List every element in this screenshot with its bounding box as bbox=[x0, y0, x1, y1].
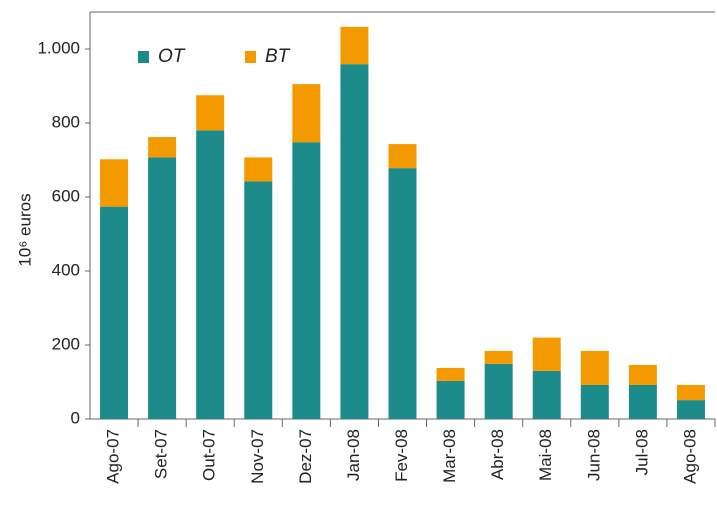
x-tick-label: Set-07 bbox=[152, 429, 171, 479]
x-tick-label: Jan-08 bbox=[344, 429, 363, 481]
bar-segment bbox=[340, 64, 369, 420]
bar-segment bbox=[628, 384, 657, 419]
bar-segment bbox=[532, 370, 561, 419]
bar-segment bbox=[676, 384, 705, 401]
bar-segment bbox=[292, 142, 321, 420]
x-tick-label: Mai-08 bbox=[536, 429, 555, 481]
bar-segment bbox=[388, 168, 417, 419]
bar-segment bbox=[484, 363, 513, 419]
y-tick-label: 400 bbox=[52, 260, 80, 279]
x-tick-label: Ago-08 bbox=[680, 429, 699, 484]
bar-segment bbox=[580, 350, 609, 385]
bar-segment bbox=[628, 364, 657, 385]
x-tick-label: Jun-08 bbox=[584, 429, 603, 481]
bar-segment bbox=[244, 181, 273, 419]
bar-segment bbox=[580, 384, 609, 419]
x-tick-label: Jul-08 bbox=[632, 429, 651, 475]
legend-label: OT bbox=[158, 46, 186, 67]
y-axis-label: 10⁶ euros bbox=[15, 193, 34, 266]
legend-swatch bbox=[138, 51, 149, 63]
x-tick-label: Ago-07 bbox=[104, 429, 123, 484]
legend-label: BT bbox=[265, 46, 291, 67]
x-tick-label: Mar-08 bbox=[440, 429, 459, 483]
x-tick-label: Fev-08 bbox=[392, 429, 411, 482]
bar-segment bbox=[196, 95, 225, 131]
y-tick-label: 200 bbox=[52, 334, 80, 353]
x-tick-label: Dez-07 bbox=[296, 429, 315, 484]
y-tick-label: 600 bbox=[52, 186, 80, 205]
bar-segment bbox=[100, 159, 129, 207]
bar-segment bbox=[196, 130, 225, 419]
legend-swatch bbox=[245, 51, 256, 63]
bar-segment bbox=[388, 144, 417, 169]
y-tick-label: 0 bbox=[71, 408, 80, 427]
bar-segment bbox=[244, 157, 273, 182]
x-tick-label: Nov-07 bbox=[248, 429, 267, 484]
bar-segment bbox=[436, 367, 465, 381]
bar-segment bbox=[436, 380, 465, 419]
bar-segment bbox=[340, 26, 369, 65]
bar-segment bbox=[676, 400, 705, 419]
bar-segment bbox=[532, 337, 561, 371]
bar-segment bbox=[484, 350, 513, 364]
bar-segment bbox=[148, 137, 177, 158]
bar-segment bbox=[148, 157, 177, 419]
bar-segment bbox=[100, 206, 129, 419]
y-tick-label: 800 bbox=[52, 112, 80, 131]
x-tick-label: Abr-08 bbox=[488, 429, 507, 480]
y-tick-label: 1.000 bbox=[37, 38, 80, 57]
bar-segment bbox=[292, 84, 321, 143]
x-tick-label: Out-07 bbox=[200, 429, 219, 481]
